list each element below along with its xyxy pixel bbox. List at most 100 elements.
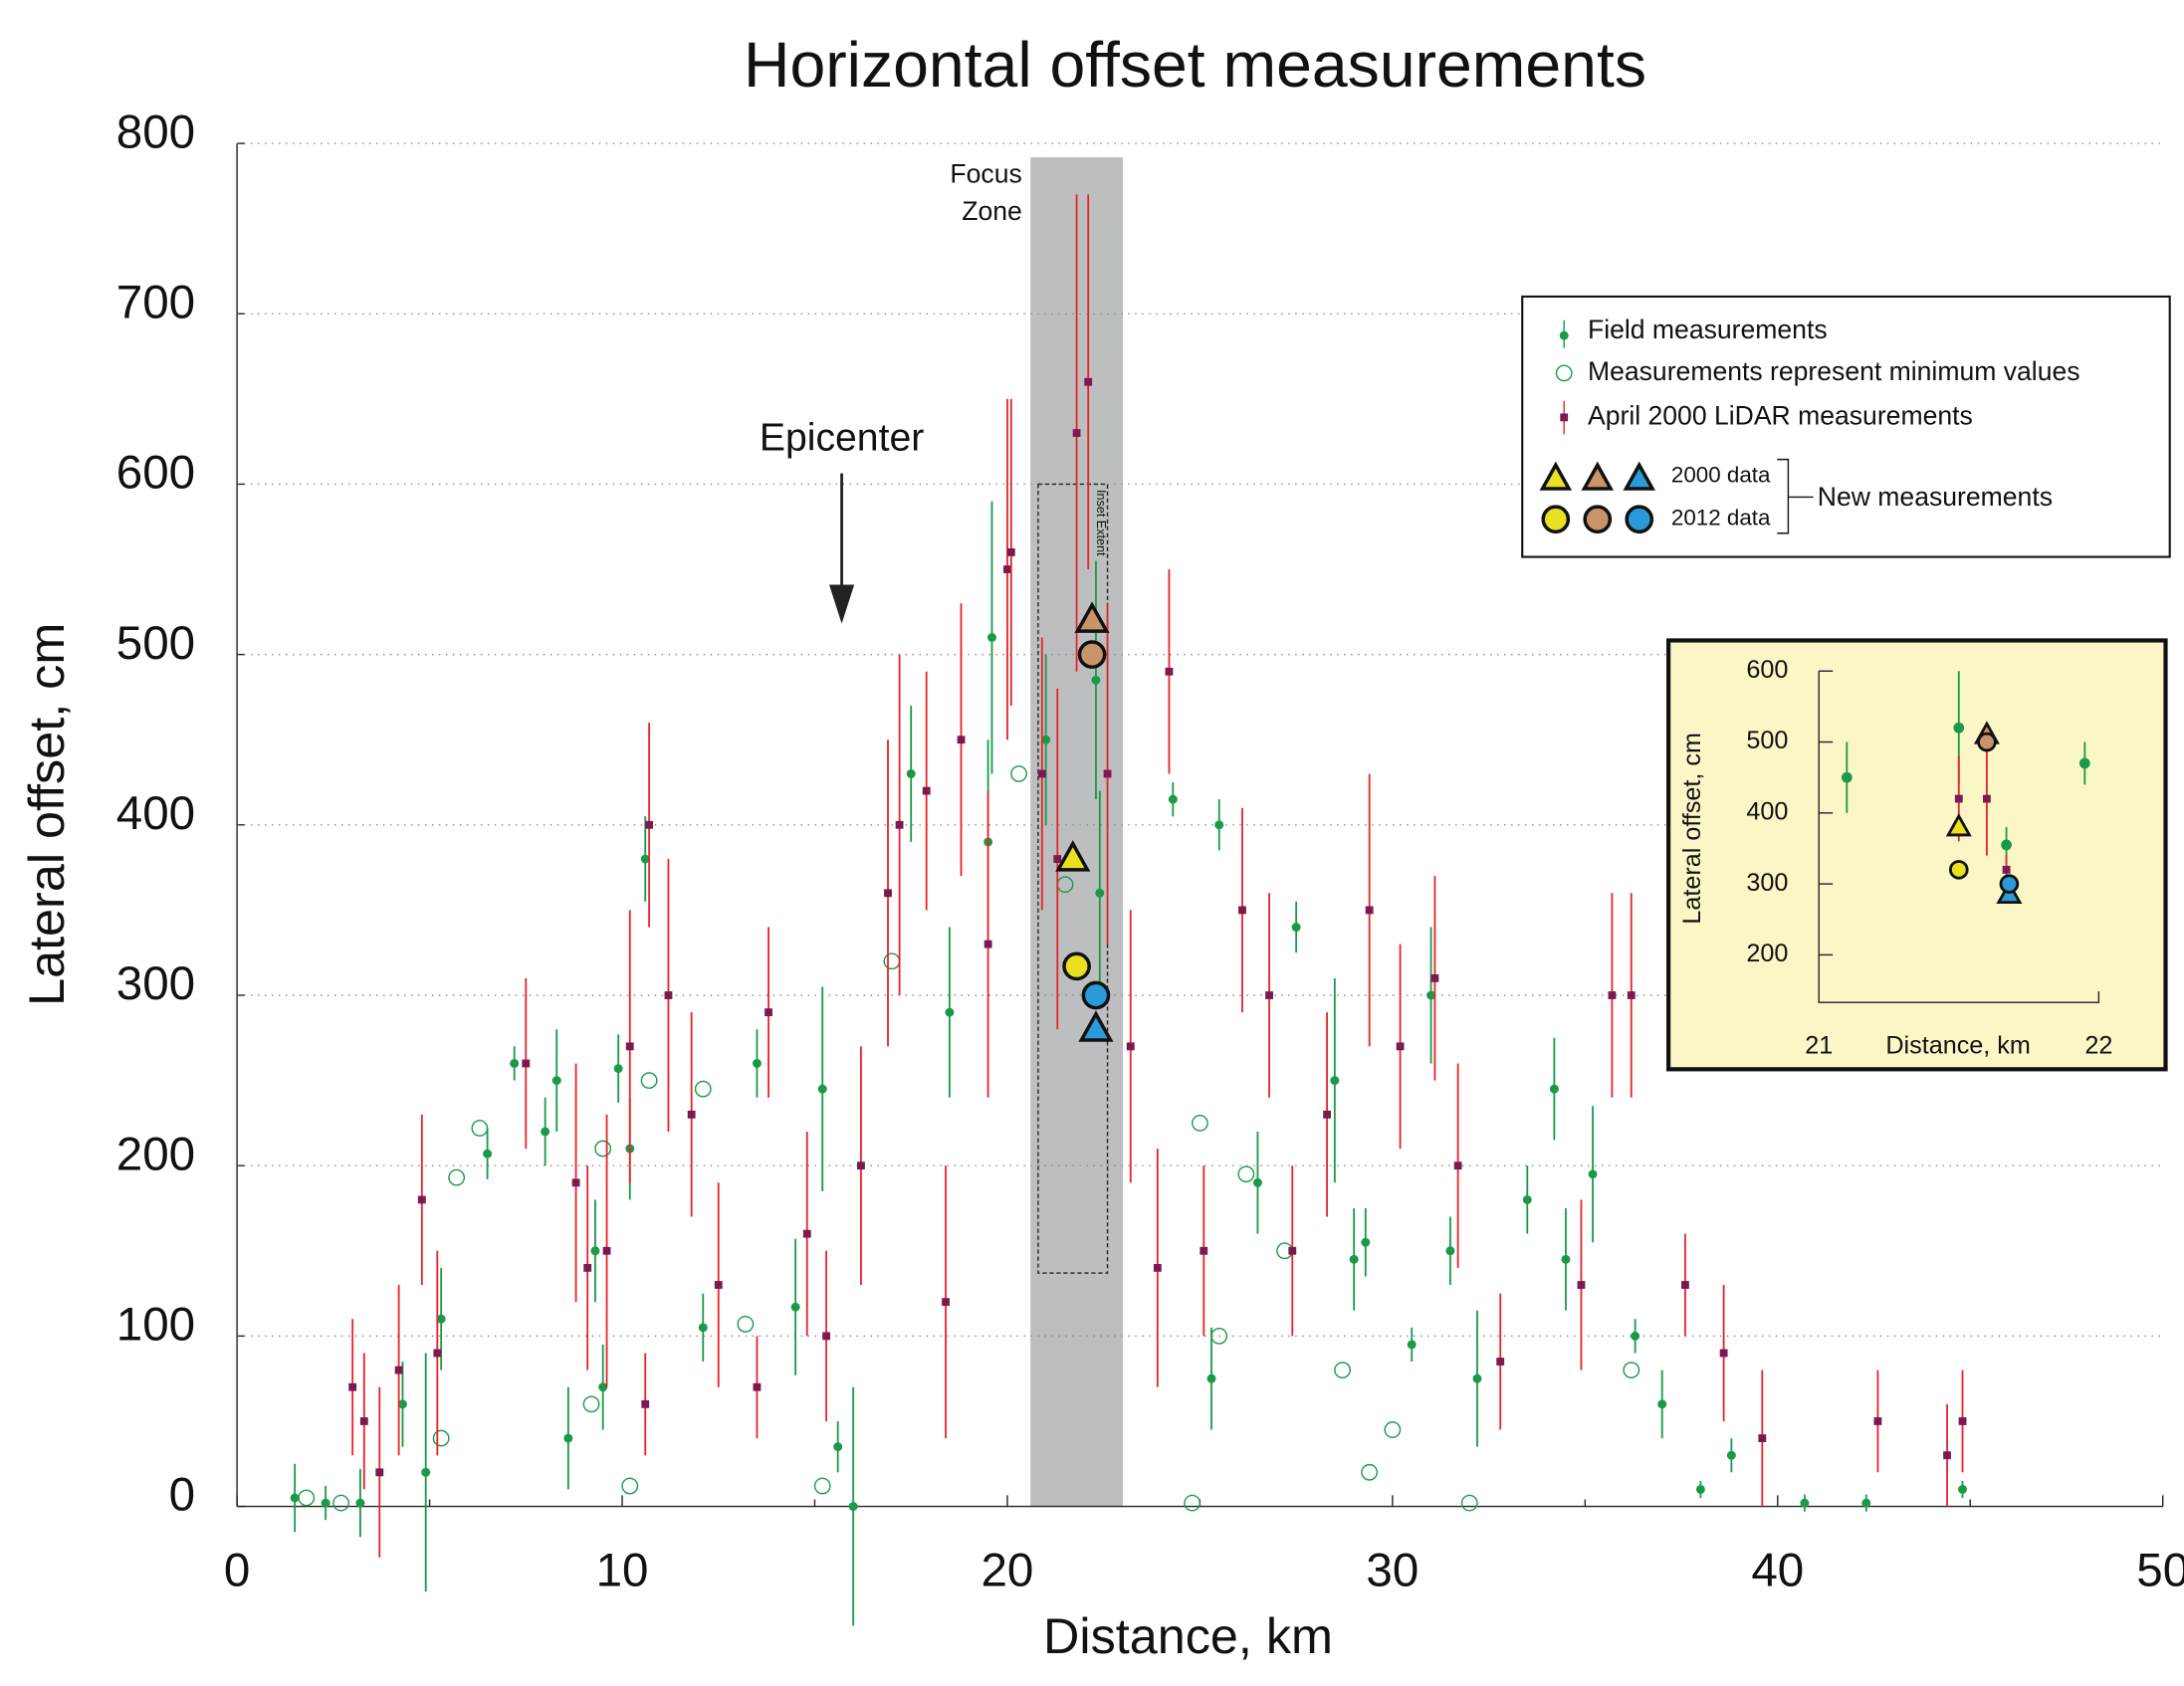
field-point (945, 1007, 955, 1017)
lidar-point (895, 820, 904, 829)
lidar-point (884, 889, 892, 898)
lidar-point (1238, 906, 1246, 915)
legend: Field measurements Measurements represent… (1521, 295, 2171, 558)
lidar-point (375, 1468, 384, 1477)
legend-label: New measurements (1818, 482, 2053, 512)
field-point (398, 1399, 407, 1409)
field-point (752, 1058, 762, 1068)
y-tick-label: 800 (116, 105, 195, 158)
field-point (1695, 1484, 1705, 1494)
field-point (790, 1302, 800, 1312)
field-point (1958, 1484, 1967, 1494)
focus-zone-label: Zone (962, 196, 1022, 226)
x-tick-label: 0 (224, 1544, 250, 1596)
minimum-point (471, 1120, 489, 1137)
lidar-point (1365, 906, 1374, 915)
lidar-point (942, 1298, 950, 1307)
legend-swatch (1555, 364, 1573, 382)
field-point (355, 1498, 365, 1508)
lidar-point (714, 1281, 723, 1289)
minimum-point (582, 1395, 600, 1413)
field-point (1407, 1340, 1417, 1350)
y-tick-label: 300 (116, 957, 195, 1010)
field-point (848, 1502, 858, 1512)
legend-swatch (1541, 505, 1571, 534)
inset-new-circle (1948, 860, 1969, 880)
lidar-point (1165, 667, 1174, 676)
field-point (640, 854, 650, 864)
field-point (1095, 888, 1105, 898)
lidar-point (1577, 1281, 1586, 1289)
lidar-point (1496, 1358, 1505, 1366)
inset-y-label: Lateral offset, cm (1678, 733, 1706, 925)
chart-title: Horizontal offset measurements (744, 29, 1646, 101)
lidar-point (359, 1417, 368, 1425)
inset-y-tick-label: 300 (1746, 869, 1788, 897)
field-point (1361, 1237, 1371, 1247)
lidar-point (687, 1110, 696, 1119)
lidar-point (753, 1382, 762, 1391)
field-point (563, 1433, 573, 1443)
minimum-point (1184, 1494, 1201, 1512)
field-point (421, 1467, 431, 1477)
field-point (510, 1058, 520, 1068)
minimum-point (1192, 1114, 1208, 1132)
lidar-point (1006, 548, 1015, 556)
field-point (1953, 722, 1965, 734)
y-tick-label: 400 (116, 787, 195, 840)
inset: 200 300 400 500 600 21 22 Distance, km Lateral o… (1666, 638, 2168, 1072)
lidar-point (1037, 769, 1046, 778)
field-point (1800, 1498, 1810, 1508)
field-point (986, 633, 996, 642)
inset-extent-label: Inset Extent (1094, 490, 1108, 556)
new-circle (1077, 640, 1107, 669)
lidar-point (1084, 377, 1093, 386)
field-point (1252, 1177, 1262, 1187)
minimum-point (1334, 1362, 1351, 1378)
field-point (817, 1084, 827, 1094)
x-tick-label: 20 (982, 1544, 1034, 1596)
field-point (1726, 1450, 1736, 1460)
legend-label: 2012 data (1671, 506, 1771, 530)
lidar-point (1681, 1281, 1689, 1289)
lidar-point (664, 991, 673, 999)
lidar-point (1982, 794, 1991, 803)
inset-x-label: Distance, km (1885, 1032, 2030, 1060)
legend-label: April 2000 LiDAR measurements (1588, 401, 1973, 431)
lidar-point (1072, 429, 1081, 438)
lidar-point (1719, 1349, 1728, 1358)
field-point (1657, 1399, 1667, 1409)
field-point (590, 1246, 600, 1256)
lidar-point (1627, 991, 1636, 999)
lidar-point (583, 1263, 592, 1272)
field-point (1588, 1169, 1598, 1179)
lidar-point (1265, 991, 1273, 999)
field-point (1206, 1373, 1216, 1383)
lidar-point (645, 820, 654, 829)
lidar-point (1430, 973, 1439, 982)
field-point (906, 768, 916, 778)
new-circle (1062, 951, 1091, 981)
new-triangle (1074, 601, 1110, 633)
legend-swatch (1559, 330, 1569, 340)
field-point (1522, 1194, 1532, 1204)
lidar-point (1396, 1042, 1405, 1051)
lidar-point (983, 940, 992, 948)
field-point (541, 1127, 550, 1137)
lidar-point (1053, 855, 1062, 863)
new-circle (1081, 980, 1111, 1010)
y-tick-label: 0 (169, 1469, 195, 1522)
field-point (613, 1064, 623, 1074)
legend-swatch (1581, 461, 1615, 491)
lidar-point (922, 786, 931, 795)
legend-swatch (1539, 461, 1573, 491)
field-point (2078, 757, 2090, 769)
lidar-point (1873, 1417, 1882, 1425)
minimum-point (883, 952, 901, 970)
inset-y-tick-label: 600 (1746, 656, 1788, 684)
lidar-point (641, 1399, 650, 1408)
lidar-point (1153, 1263, 1162, 1272)
minimum-point (621, 1477, 639, 1495)
inset-x-tick-label: 22 (2084, 1032, 2112, 1060)
x-tick-label: 40 (1751, 1544, 1804, 1596)
